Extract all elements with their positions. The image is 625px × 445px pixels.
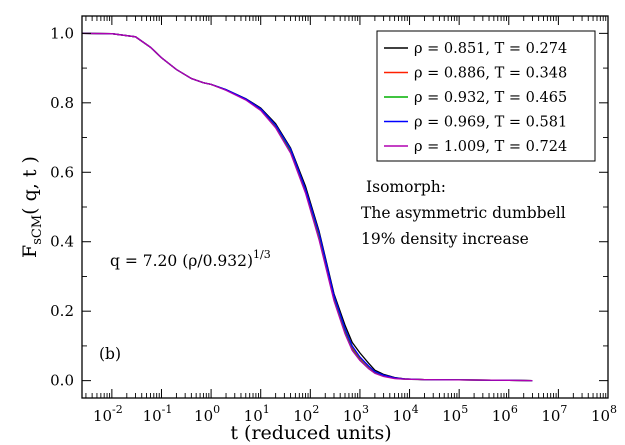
legend-label-1: ρ = 0.851, T = 0.274 [414, 41, 567, 57]
q-formula-exponent: 1/3 [253, 248, 271, 261]
x-tick-label-base: 10 [244, 407, 263, 425]
y-tick-label: 1.0 [50, 24, 74, 42]
legend-label-4: ρ = 0.969, T = 0.581 [414, 115, 567, 131]
x-tick-label-exp: 3 [362, 403, 369, 416]
series-line-5 [81, 32, 533, 382]
y-axis-label-args: ( q, t ) [19, 156, 41, 215]
x-tick-label: 101 [244, 403, 270, 425]
x-tick-label-base: 10 [194, 407, 213, 425]
isomorph-title: Isomorph: [366, 178, 446, 196]
x-tick-label: 107 [541, 403, 567, 425]
x-tick-label-base: 10 [343, 407, 362, 425]
y-tick-label: 0.2 [50, 302, 74, 320]
x-tick-label-exp: 8 [610, 403, 617, 416]
x-tick-label: 10-1 [143, 403, 173, 425]
x-tick-label: 102 [293, 403, 319, 425]
panel-label: (b) [99, 345, 121, 363]
legend: ρ = 0.851, T = 0.274 ρ = 0.886, T = 0.348… [376, 30, 596, 162]
legend-label-2: ρ = 0.886, T = 0.348 [414, 66, 567, 82]
y-tick-label: 0.8 [50, 94, 74, 112]
x-tick-label-base: 10 [541, 407, 560, 425]
x-tick-label-exp: 0 [213, 403, 220, 416]
x-tick-label-base: 10 [93, 407, 112, 425]
isomorph-line2: 19% density increase [361, 230, 529, 248]
x-tick-label: 103 [343, 403, 369, 425]
x-tick-label-base: 10 [591, 407, 610, 425]
x-tick-label: 108 [591, 403, 617, 425]
x-tick-label: 104 [393, 403, 419, 425]
legend-box [376, 30, 596, 162]
isomorph-line1: The asymmetric dumbbell [361, 204, 566, 222]
y-axis-label-sub: sCM [30, 215, 45, 245]
x-tick-label-exp: -1 [162, 403, 173, 416]
x-tick-label-exp: 5 [461, 403, 468, 416]
y-tick-label: 0.0 [50, 372, 74, 390]
x-tick-label-exp: 1 [263, 403, 270, 416]
x-tick-label: 106 [492, 403, 518, 425]
tick-layer: 10-2 10-1 100 101 102 103 104 105 106 107 1080.00.… [50, 16, 617, 425]
series-layer [81, 32, 533, 382]
x-tick-label-base: 10 [393, 407, 412, 425]
x-tick-label: 100 [194, 403, 220, 425]
y-tick-label: 0.4 [50, 233, 74, 251]
legend-label-3: ρ = 0.932, T = 0.465 [414, 90, 567, 106]
x-tick-label-exp: 4 [412, 403, 419, 416]
x-tick-label-exp: 2 [312, 403, 319, 416]
x-tick-label-exp: -2 [112, 403, 123, 416]
x-tick-label-base: 10 [492, 407, 511, 425]
x-tick-label: 105 [442, 403, 468, 425]
x-tick-label-exp: 6 [511, 403, 518, 416]
x-tick-label-base: 10 [442, 407, 461, 425]
y-axis-label-main: F [19, 245, 41, 258]
q-formula-prefix: q = 7.20 (ρ/0.932) [110, 252, 253, 270]
q-formula: q = 7.20 (ρ/0.932)1/3 [110, 248, 271, 270]
legend-label-5: ρ = 1.009, T = 0.724 [414, 139, 567, 155]
y-axis-label: FsCM( q, t ) [19, 156, 45, 258]
legend-items: ρ = 0.851, T = 0.274 ρ = 0.886, T = 0.348… [384, 41, 567, 155]
y-tick-label: 0.6 [50, 163, 74, 181]
x-tick-label-exp: 7 [560, 403, 567, 416]
x-axis-label: t (reduced units) [230, 422, 391, 444]
x-tick-label-base: 10 [143, 407, 162, 425]
x-tick-label-base: 10 [293, 407, 312, 425]
x-tick-label: 10-2 [93, 403, 123, 425]
